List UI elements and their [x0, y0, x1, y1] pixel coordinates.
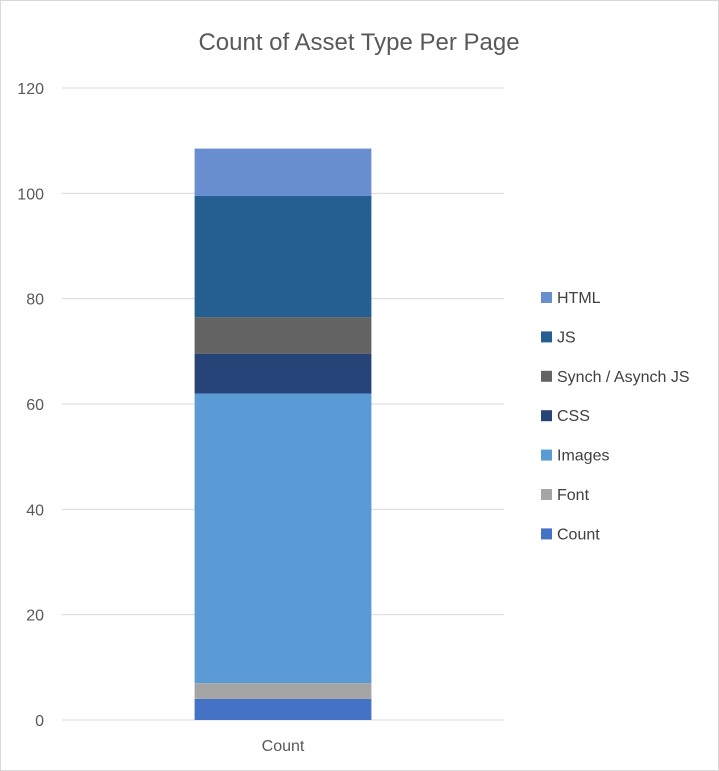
legend-label: Count	[557, 526, 600, 543]
x-tick-label: Count	[262, 738, 305, 755]
legend-swatch	[541, 489, 552, 500]
legend-swatch	[541, 410, 552, 422]
legend-item: Font	[541, 487, 590, 504]
bar-segment-font	[194, 683, 372, 699]
y-tick-label: 20	[26, 608, 44, 625]
legend-label: Synch / Asynch JS	[557, 369, 690, 386]
y-tick-label: 60	[26, 397, 44, 414]
bar-segment-count	[194, 698, 372, 720]
legend-label: Font	[557, 487, 590, 504]
legend-item: HTML	[541, 290, 601, 307]
legend: HTML JS Synch / Asynch JS CSS Images Font Coun…	[541, 290, 690, 543]
legend-item: Count	[541, 526, 600, 543]
legend-item: Synch / Asynch JS	[541, 369, 690, 386]
y-tick-label: 120	[17, 81, 44, 98]
y-tick-label: 0	[35, 713, 44, 730]
legend-swatch	[541, 331, 552, 343]
legend-item: JS	[541, 329, 576, 346]
bar-segment-html	[194, 148, 372, 196]
legend-label: CSS	[557, 408, 590, 425]
legend-label: HTML	[557, 290, 601, 307]
bar-segment-js	[194, 195, 372, 318]
legend-swatch	[541, 292, 552, 303]
bar-segment-synch-asynch-js	[194, 317, 372, 354]
bar-segment-images	[194, 393, 372, 684]
legend-swatch	[541, 370, 552, 382]
legend-swatch	[541, 449, 552, 461]
legend-item: CSS	[541, 408, 590, 425]
legend-item: Images	[541, 448, 609, 465]
legend-swatch	[541, 528, 552, 540]
bar-segment-css	[194, 353, 372, 394]
bar-stack	[194, 148, 372, 720]
y-tick-label: 40	[26, 502, 44, 519]
legend-label: JS	[557, 329, 576, 346]
y-axis: 0 20 40 60 80 100 120	[17, 81, 44, 730]
legend-label: Images	[557, 448, 609, 465]
y-tick-label: 100	[17, 186, 44, 203]
x-axis: Count	[262, 738, 305, 755]
y-tick-label: 80	[26, 292, 44, 309]
chart-title: Count of Asset Type Per Page	[198, 29, 519, 56]
